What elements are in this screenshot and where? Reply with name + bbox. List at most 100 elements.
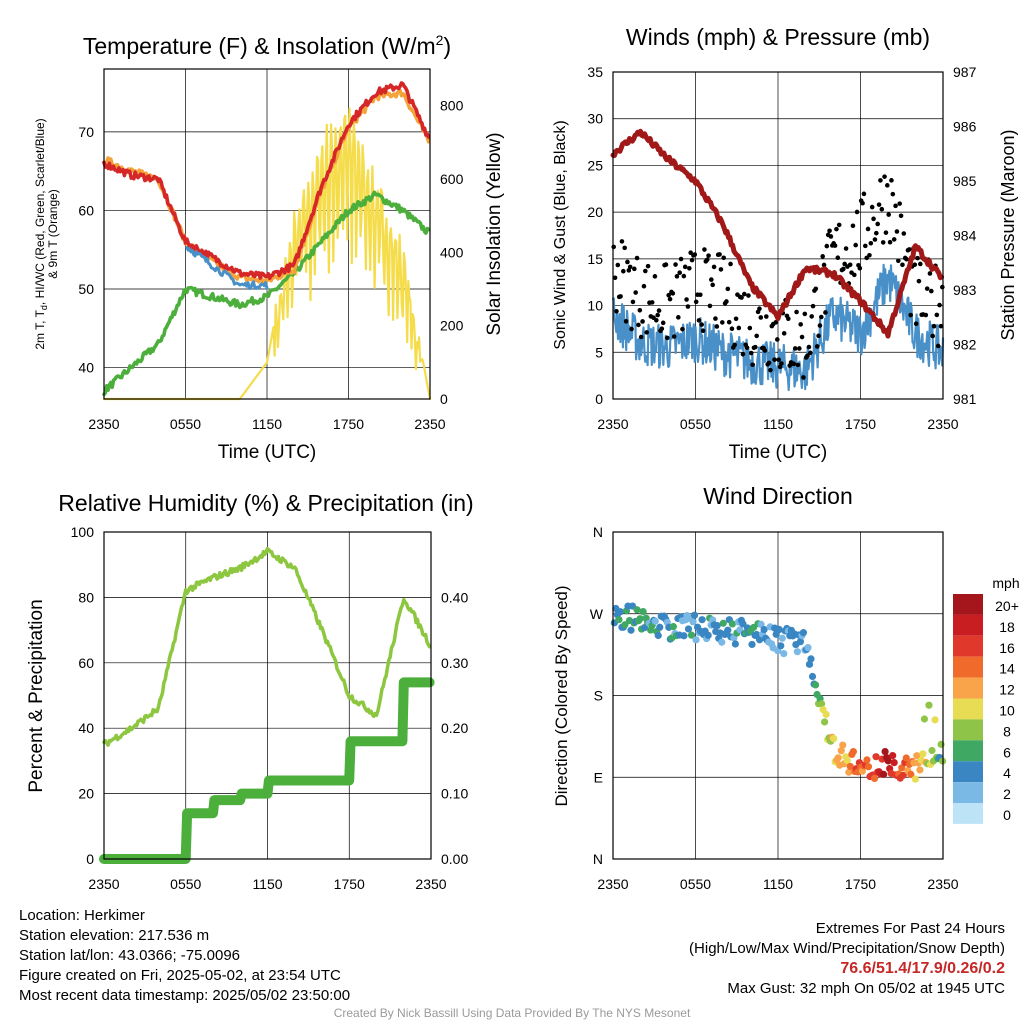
gust-point [682,264,688,270]
dir-y-left-tick-labels: N E S W N [590,524,604,867]
temp-x-axis-label: Time (UTC) [218,442,317,463]
legend-swatch [953,656,983,678]
x-tick-label: 1150 [252,416,282,432]
legend-label: 14 [999,661,1015,677]
legend-label: 10 [999,703,1015,719]
direction-point [846,762,854,771]
gust-point [876,202,882,207]
gust-point [710,282,715,288]
direction-point [808,672,817,681]
gust-point [772,357,777,362]
gust-point [880,240,886,245]
legend-swatch [953,803,983,824]
gust-point [918,261,923,267]
direction-point [872,753,880,761]
legend-swatch [953,635,983,657]
direction-point [805,660,814,668]
direction-point [692,636,700,644]
y-right-tick-label: 0.40 [441,589,468,605]
direction-point [911,775,919,783]
legend-label: 8 [1003,723,1011,739]
y-right-tick-label: 0.10 [441,786,468,802]
y-left-tick-label: 15 [587,251,603,267]
gust-point [872,237,878,242]
gust-point [732,342,737,348]
direction-point [719,619,727,627]
direction-point [651,617,659,625]
gust-point [904,256,909,262]
direction-point [748,640,756,649]
direction-point [728,620,736,628]
gust-point [742,291,747,297]
direction-point [834,754,842,762]
gust-point [863,243,868,249]
gust-point [714,324,720,329]
legend-swatch [953,677,983,699]
rh-frame [103,531,432,860]
gust-point [684,297,689,302]
gust-point [678,256,684,262]
gust-point [781,331,787,336]
gust-point [750,362,755,368]
gust-point [728,261,733,267]
x-tick-label: 2350 [597,876,628,892]
legend-swatch [953,782,983,803]
gust-point [685,304,691,309]
wind-frame [612,71,944,400]
gust-point [660,320,666,326]
gust-point [726,319,732,325]
gust-point [721,255,726,261]
direction-point [627,626,635,634]
gust-point [680,326,685,332]
gust-point [878,178,883,183]
direction-point [654,631,662,640]
gust-point [636,322,641,328]
gust-point [869,204,875,210]
station-elevation: Station elevation: 217.536 m [19,927,210,944]
gust-point [638,334,644,340]
humidity-panel: Relative Humidity (%) & Precipitation (i… [26,490,474,892]
speed-legend-title: mph [992,575,1019,591]
x-tick-label: 1150 [252,876,282,892]
direction-point [919,750,927,758]
dir-plot-area [610,602,947,783]
gust-point [659,326,665,332]
direction-point [902,754,910,762]
direction-point [916,766,924,774]
dir-grid [613,532,943,859]
y-right-tick-label: 200 [440,318,464,334]
legend-label: 20+ [995,598,1019,614]
dir-x-tick-labels: 2350 0550 1150 1750 2350 [597,876,958,892]
rh-x-tick-labels: 2350 0550 1150 1750 2350 [88,876,446,892]
direction-point [799,629,808,637]
direction-point [684,625,693,633]
y-right-tick-label: 987 [953,64,977,80]
direction-point [731,640,739,648]
recent-data-timestamp: Most recent data timestamp: 2025/05/02 2… [19,987,351,1004]
series-relative-humidity [102,546,432,747]
gust-point [713,316,718,321]
dir-frame [612,531,944,860]
gust-point [775,337,780,342]
direction-point [718,638,726,646]
gust-point [865,226,871,232]
temp-plot-area [102,81,432,401]
direction-point [931,716,939,724]
direction-point [713,622,721,630]
gust-point [652,274,658,279]
y-right-tick-label: 0.30 [441,655,468,671]
gust-point [720,320,725,325]
direction-point [669,622,677,631]
series-2m-t-red [102,81,431,281]
legend-label: 18 [999,619,1015,635]
x-tick-label: 0550 [170,416,201,432]
gust-point [700,328,706,333]
gust-point [853,242,858,248]
rh-plot-area [99,546,435,864]
gust-point [808,350,813,356]
rh-y-left-axis-label: Percent & Precipitation [26,599,47,792]
y-left-tick-label: 100 [71,524,95,540]
gust-point [817,323,823,328]
gust-point [890,191,896,197]
